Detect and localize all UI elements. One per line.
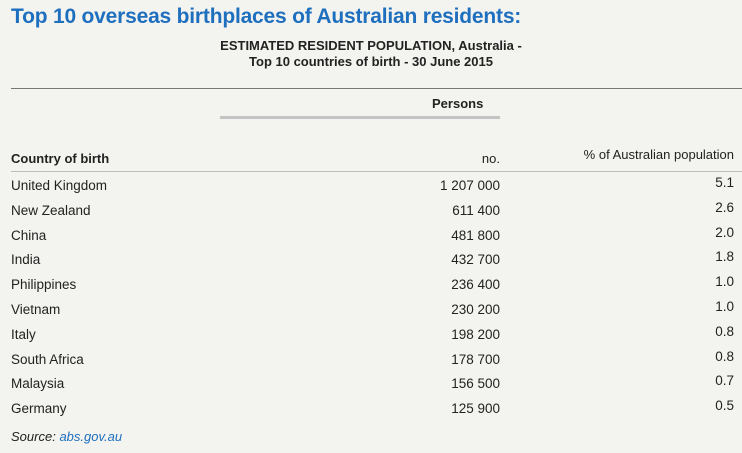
- source-link[interactable]: abs.gov.au: [59, 429, 123, 444]
- country-cell: New Zealand: [11, 202, 91, 218]
- table-row: India 432 700 1.8: [0, 248, 742, 273]
- country-cell: Malaysia: [11, 376, 65, 392]
- persons-cell: 230 200: [451, 301, 500, 317]
- table-row: Malaysia 156 500 0.7: [0, 372, 742, 397]
- country-cell: Italy: [11, 326, 36, 342]
- column-header-country: Country of birth: [11, 151, 110, 166]
- table-row: United Kingdom 1 207 000 5.1: [0, 174, 742, 199]
- country-cell: Philippines: [11, 277, 77, 293]
- persons-cell: 1 207 000: [439, 178, 500, 193]
- table-row: New Zealand 611 400 2.6: [0, 199, 742, 224]
- persons-cell: 125 900: [451, 401, 500, 417]
- persons-cell: 481 800: [451, 227, 500, 243]
- table-row: Vietnam 230 200 1.0: [0, 298, 742, 323]
- persons-cell: 178 700: [451, 351, 500, 367]
- persons-group-rule: [220, 116, 500, 119]
- percent-cell: 0.8: [715, 323, 734, 339]
- percent-cell: 0.5: [715, 398, 734, 414]
- country-cell: South Africa: [11, 351, 84, 367]
- table-title: ESTIMATED RESIDENT POPULATION, Australia…: [0, 38, 742, 70]
- country-cell: China: [11, 227, 47, 243]
- page-heading: Top 10 overseas birthplaces of Australia…: [11, 5, 522, 28]
- percent-cell: 1.0: [715, 298, 734, 314]
- persons-cell: 432 700: [451, 252, 500, 268]
- percent-cell: 1.0: [715, 274, 734, 290]
- table-row: Philippines 236 400 1.0: [0, 273, 742, 298]
- table-top-rule: [11, 88, 742, 89]
- percent-cell: 2.0: [715, 224, 734, 240]
- table-row: Italy 198 200 0.8: [0, 323, 742, 348]
- table-row: South Africa 178 700 0.8: [0, 348, 742, 373]
- header-rule: [11, 171, 742, 172]
- source-label: Source:: [11, 429, 56, 444]
- persons-cell: 611 400: [452, 202, 500, 218]
- column-header-number: no.: [481, 151, 500, 166]
- persons-cell: 156 500: [451, 376, 500, 392]
- percent-cell: 0.8: [715, 348, 734, 364]
- table-title-line-1: ESTIMATED RESIDENT POPULATION, Australia…: [220, 38, 522, 53]
- percent-cell: 5.1: [715, 175, 734, 190]
- table-row: China 481 800 2.0: [0, 224, 742, 249]
- table-body: United Kingdom 1 207 000 5.1 New Zealand…: [0, 174, 742, 422]
- table-title-line-2: Top 10 countries of birth - 30 June 2015: [249, 54, 493, 69]
- country-cell: United Kingdom: [11, 178, 108, 193]
- persons-cell: 236 400: [451, 277, 500, 293]
- percent-cell: 0.7: [715, 373, 734, 389]
- table-row: Germany 125 900 0.5: [0, 397, 742, 422]
- percent-cell: 2.6: [715, 199, 734, 215]
- persons-group-label: Persons: [432, 96, 484, 111]
- country-cell: Vietnam: [11, 301, 61, 317]
- persons-cell: 198 200: [451, 326, 500, 342]
- country-cell: Germany: [11, 401, 67, 417]
- percent-cell: 1.8: [715, 249, 734, 265]
- country-cell: India: [11, 252, 41, 268]
- source-note: Source: abs.gov.au: [11, 429, 122, 444]
- column-header-percent: % of Australian population: [583, 147, 734, 162]
